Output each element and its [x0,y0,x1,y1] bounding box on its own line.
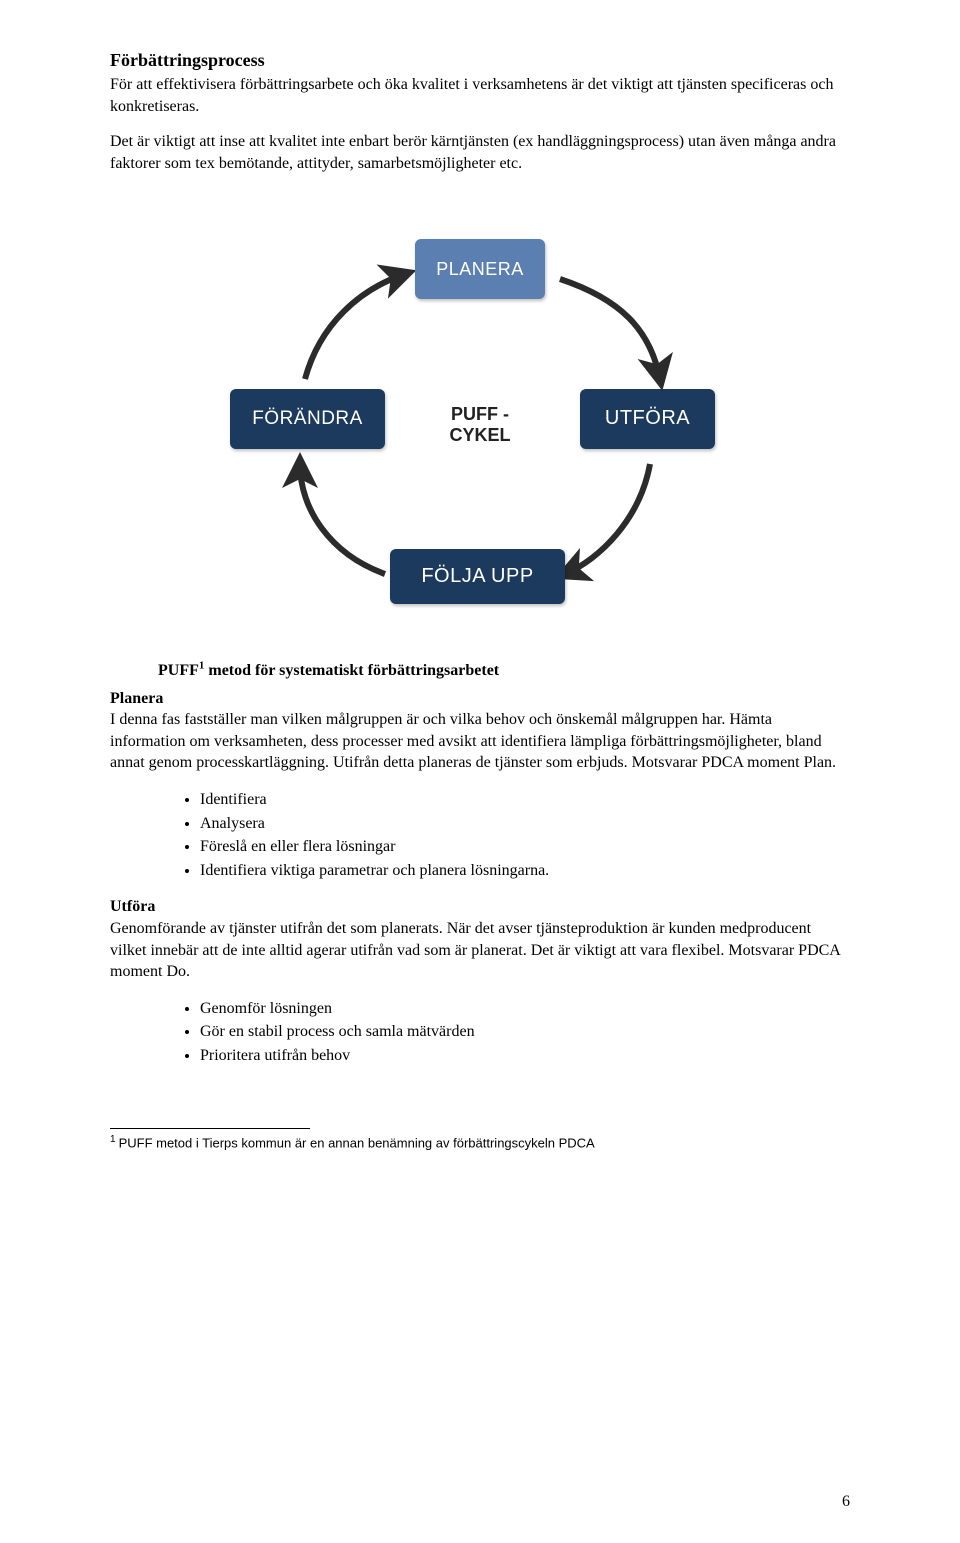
diagram-arrow [300,464,385,574]
puff-title-post: metod för systematiskt förbättringsarbet… [204,662,499,679]
planera-body: I denna fas fastställer man vilken målgr… [110,709,850,774]
list-item: Genomför lösningen [200,997,850,1021]
diagram-node-planera: PLANERA [415,239,545,299]
intro-paragraph-2: Det är viktigt att inse att kvalitet int… [110,131,850,174]
planera-bullets: IdentifieraAnalyseraFöreslå en eller fle… [200,788,850,882]
footnote-rule [110,1128,310,1129]
footnote: 1PUFF metod i Tierps kommun är en annan … [110,1133,850,1152]
puff-method-title: PUFF1 metod för systematiskt förbättring… [158,662,499,679]
diagram-node-utfora: UTFÖRA [580,389,715,449]
diagram-arrow [305,274,405,379]
puff-cycle-diagram: PLANERA UTFÖRA FÖLJA UPP FÖRÄNDRA PUFF - CY… [230,229,730,629]
list-item: Analysera [200,812,850,836]
list-item: Prioritera utifrån behov [200,1044,850,1068]
list-item: Gör en stabil process och samla mätvärde… [200,1020,850,1044]
page-number: 6 [842,1491,850,1513]
planera-heading: Planera [110,688,850,710]
page-heading: Förbättringsprocess [110,48,850,72]
footnote-text: PUFF metod i Tierps kommun är en annan b… [119,1135,595,1150]
utfora-heading: Utföra [110,896,850,918]
diagram-node-foljaupp: FÖLJA UPP [390,549,565,604]
intro-paragraph-1: För att effektivisera förbättringsarbete… [110,74,850,117]
utfora-bullets: Genomför lösningenGör en stabil process … [200,997,850,1068]
utfora-body: Genomförande av tjänster utifrån det som… [110,918,850,983]
footnote-number: 1 [110,1134,116,1145]
diagram-arrow [560,279,660,379]
diagram-arrow [565,464,650,574]
diagram-center-label: PUFF - CYKEL [430,404,530,447]
puff-title-pre: PUFF [158,662,199,679]
list-item: Föreslå en eller flera lösningar [200,835,850,859]
diagram-node-forandra: FÖRÄNDRA [230,389,385,449]
list-item: Identifiera [200,788,850,812]
list-item: Identifiera viktiga parametrar och plane… [200,859,850,883]
